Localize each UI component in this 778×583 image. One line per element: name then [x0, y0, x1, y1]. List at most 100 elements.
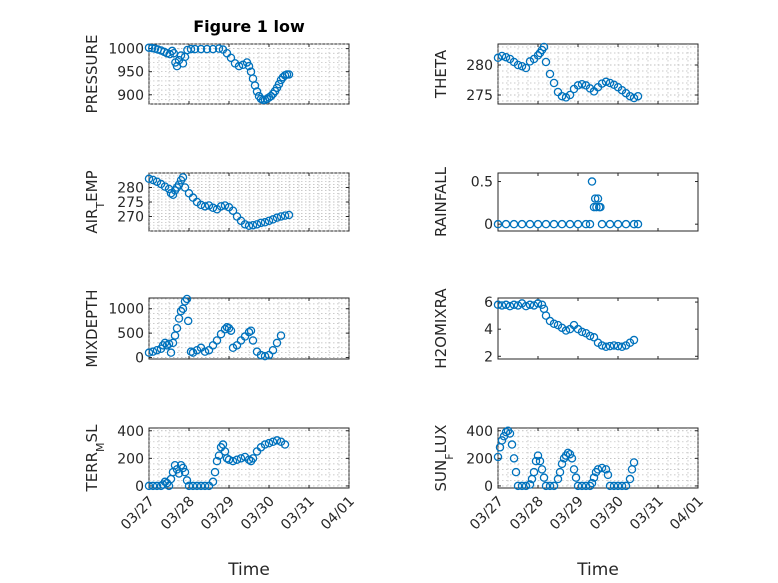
data-point [268, 437, 278, 447]
y-tick-label: 0.5 [471, 175, 493, 191]
data-point [501, 300, 511, 310]
data-point [573, 81, 583, 90]
data-point [593, 465, 603, 474]
subplot-sun: 0 200 400 SUNFLUX 03/27 03/28 03/29 03/30 03/31 0… [432, 424, 707, 580]
data-point [178, 173, 188, 182]
x-tick-label: 03/29 [547, 494, 587, 534]
data-point [276, 212, 286, 221]
data-point [164, 339, 174, 349]
data-point [200, 481, 210, 491]
data-point [597, 341, 607, 350]
subplot-h2omixra: 2 4 6 H2OMIXRA [432, 288, 699, 369]
data-point [609, 481, 619, 491]
data-point [587, 177, 597, 186]
x-tick-label: 03/27 [467, 494, 507, 534]
data-point [232, 455, 242, 464]
data-point [585, 331, 595, 341]
data-point [200, 202, 210, 211]
data-point [497, 436, 507, 445]
data-point [244, 327, 254, 337]
y-tick-label: 200 [466, 451, 493, 467]
data-point [167, 46, 177, 56]
data-point [549, 319, 559, 329]
data-point [196, 200, 206, 210]
data-point [260, 351, 270, 361]
y-tick-label: 500 [117, 326, 144, 342]
data-point [183, 316, 193, 326]
data-point [633, 91, 643, 101]
data-point [248, 220, 258, 230]
y-tick-label: 6 [484, 295, 493, 311]
data-point [152, 481, 162, 491]
data-point [144, 481, 154, 491]
data-point [569, 465, 579, 474]
subplot-pressure: 900 950 1000 PRESSURE Figure 1 low [83, 17, 350, 113]
subplot-rainfall: 0 0.5 RAINFALL [432, 166, 699, 237]
data-point [244, 221, 254, 231]
data-point [202, 44, 212, 54]
data-point [541, 57, 551, 67]
data-point [182, 476, 192, 485]
data-point [629, 458, 639, 467]
data-point [280, 211, 290, 220]
data-point [252, 220, 262, 229]
data-point [545, 481, 555, 491]
data-point [284, 210, 294, 220]
data-point [525, 480, 535, 489]
data-point [593, 194, 603, 203]
data-point [531, 456, 541, 466]
data-point [160, 338, 170, 348]
figure-title: Figure 1 low [193, 17, 305, 36]
data-point [613, 481, 623, 491]
data-point [272, 436, 282, 445]
data-point [581, 219, 591, 229]
x-tick-label: 03/29 [198, 494, 238, 534]
data-point [513, 60, 523, 70]
data-point [493, 452, 503, 462]
data-point [144, 43, 154, 52]
data-point [533, 51, 543, 60]
data-point [220, 201, 230, 210]
data-point [513, 301, 523, 310]
y-tick-label: 1000 [108, 302, 144, 318]
data-point [597, 463, 607, 473]
x-tick-label: 04/01 [667, 494, 707, 534]
data-point [256, 350, 266, 360]
x-tick-label: 03/28 [158, 494, 198, 534]
data-point [208, 203, 218, 213]
data-point [601, 465, 611, 474]
data-point [561, 326, 571, 335]
y-tick-label: 200 [117, 451, 144, 467]
y-axis-label: THETA [432, 49, 450, 99]
data-point [567, 454, 577, 463]
data-point [212, 336, 222, 345]
data-point [196, 481, 206, 491]
y-tick-label: 1000 [108, 42, 144, 58]
data-point [240, 220, 250, 229]
data-point [585, 219, 595, 229]
data-point [541, 311, 551, 320]
data-point [152, 345, 162, 355]
y-tick-label: 280 [117, 181, 144, 197]
data-point [226, 326, 236, 335]
data-point [590, 194, 600, 203]
data-point [274, 79, 284, 89]
data-point [525, 219, 535, 229]
data-point [617, 342, 627, 352]
data-point [525, 300, 535, 310]
data-point [625, 474, 635, 484]
data-point [276, 331, 286, 340]
data-point [589, 333, 599, 342]
data-point [517, 481, 527, 491]
subplot-mixdepth: 0 500 1000 MIXDEPTH [83, 289, 350, 368]
data-point [169, 48, 179, 58]
data-point [533, 451, 543, 460]
x-tick-label: 03/30 [238, 494, 278, 534]
x-tick-label: 04/01 [318, 494, 358, 534]
data-point [621, 481, 631, 491]
data-point [617, 481, 627, 491]
y-tick-label: 0 [484, 479, 493, 495]
data-point [180, 297, 190, 306]
data-point [180, 183, 190, 192]
data-point [537, 465, 547, 474]
